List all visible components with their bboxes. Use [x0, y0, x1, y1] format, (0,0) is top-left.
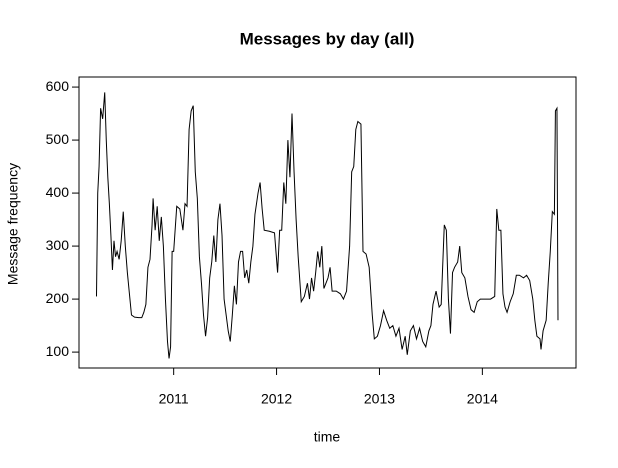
y-tick-label: 500 [46, 131, 70, 147]
y-axis-label: Message frequency [5, 163, 21, 285]
x-tick-label: 2013 [364, 391, 395, 407]
y-tick-label: 400 [46, 184, 70, 200]
x-tick-label: 2014 [467, 391, 498, 407]
y-tick-label: 200 [46, 290, 70, 306]
x-tick-label: 2011 [159, 391, 189, 407]
y-tick-label: 600 [46, 78, 70, 94]
data-line [95, 92, 559, 359]
y-tick-label: 300 [46, 237, 70, 253]
x-tick-label: 2012 [261, 391, 292, 407]
y-tick-label: 100 [46, 343, 70, 359]
chart-title: Messages by day (all) [240, 29, 415, 48]
x-axis-label: time [314, 429, 341, 445]
